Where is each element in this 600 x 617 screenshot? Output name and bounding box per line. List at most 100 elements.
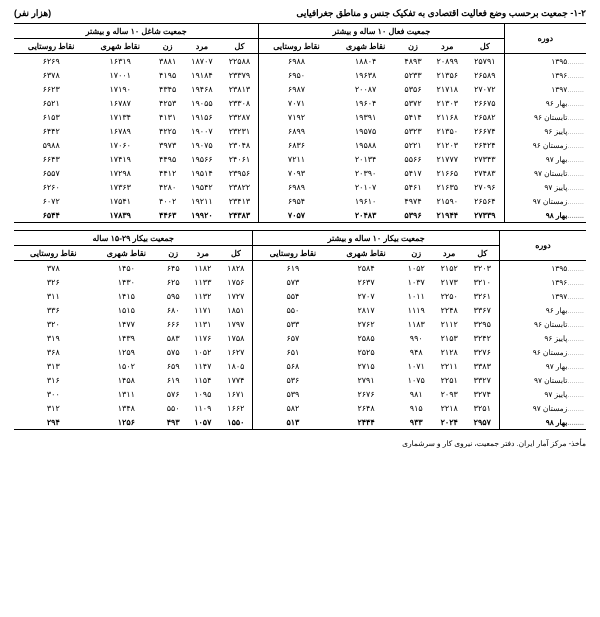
data-cell: ۱۹۹۲۰ bbox=[183, 208, 220, 223]
data-cell: ۱۸۰۵ bbox=[219, 359, 253, 373]
data-cell: ۶۰۷۲ bbox=[14, 194, 88, 208]
period-cell: بهار ۹۷ bbox=[499, 359, 586, 373]
data-cell: ۲۳۳۷۹ bbox=[221, 68, 259, 82]
data-cell: ۲۳۸۱۳ bbox=[221, 82, 259, 96]
data-cell: ۲۸۱۷ bbox=[332, 303, 399, 317]
data-cell: ۲۱۹۴۴ bbox=[429, 208, 466, 223]
data-cell: ۱۷۲۹۸ bbox=[88, 166, 152, 180]
data-cell: ۱۷۵۸ bbox=[219, 331, 253, 345]
data-cell: ۵۳۹ bbox=[253, 387, 332, 401]
data-cell: ۶۹۸۹ bbox=[259, 180, 334, 194]
data-cell: ۱۰۵۲ bbox=[186, 345, 219, 359]
data-cell: ۲۳۸۲۲ bbox=[221, 180, 259, 194]
col-sub: کل bbox=[219, 246, 253, 261]
data-cell: ۱۵۰۲ bbox=[93, 359, 160, 373]
data-cell: ۳۳۸۳ bbox=[466, 359, 500, 373]
data-cell: ۲۱۱۲ bbox=[433, 317, 466, 331]
data-cell: ۱۳۴۸ bbox=[93, 401, 160, 415]
data-cell: ۲۱۲۰۳ bbox=[429, 138, 466, 152]
period-cell: بهار ۹۸ bbox=[499, 415, 586, 430]
col-sub: کل bbox=[466, 246, 500, 261]
period-cell: زمستان ۹۶ bbox=[499, 345, 586, 359]
data-cell: ۱۳۱۱ bbox=[93, 387, 160, 401]
data-cell: ۲۱۳۵۰ bbox=[429, 124, 466, 138]
title-row: ۱-۲- جمعیت برحسب وضع فعالیت اقتصادی به ت… bbox=[14, 8, 586, 19]
data-cell: ۳۲۴۲ bbox=[466, 331, 500, 345]
data-cell: ۳۱۱ bbox=[14, 289, 93, 303]
data-cell: ۶۶۶ bbox=[160, 317, 186, 331]
period-cell: تابستان ۹۷ bbox=[499, 373, 586, 387]
data-cell: ۶۲۶۰ bbox=[14, 180, 88, 194]
data-cell: ۱۴۳۹ bbox=[93, 331, 160, 345]
period-cell: پاییز ۹۶ bbox=[504, 124, 586, 138]
data-cell: ۴۲۸۰ bbox=[152, 180, 183, 194]
data-cell: ۲۱۷۳ bbox=[433, 275, 466, 289]
data-cell: ۲۹۵۷ bbox=[466, 415, 500, 430]
data-cell: ۱۹۲۱۱ bbox=[183, 194, 220, 208]
data-cell: ۱۷۱۹۰ bbox=[88, 82, 152, 96]
data-cell: ۵۳۵۶ bbox=[397, 82, 428, 96]
period-cell: ۱۳۹۵ bbox=[499, 261, 586, 276]
data-cell: ۱۷۰۶۰ bbox=[88, 138, 152, 152]
data-cell: ۵۹۸۸ bbox=[14, 138, 88, 152]
data-cell: ۴۸۹۳ bbox=[397, 54, 428, 69]
col-sub: زن bbox=[152, 39, 183, 54]
data-cell: ۹۸۱ bbox=[400, 387, 433, 401]
data-cell: ۱۸۸۰۴ bbox=[334, 54, 398, 69]
data-cell: ۵۳۶ bbox=[253, 373, 332, 387]
data-cell: ۱۴۵۸ bbox=[93, 373, 160, 387]
data-cell: ۶۸۰ bbox=[160, 303, 186, 317]
data-cell: ۶۱۹ bbox=[253, 261, 332, 276]
page-title: ۱-۲- جمعیت برحسب وضع فعالیت اقتصادی به ت… bbox=[296, 8, 586, 19]
data-cell: ۵۳۳ bbox=[253, 317, 332, 331]
col-sub: نقاط شهری bbox=[88, 39, 152, 54]
data-cell: ۵۳۷۲ bbox=[397, 96, 428, 110]
data-cell: ۶۵۲۱ bbox=[14, 96, 88, 110]
col-sub: زن bbox=[160, 246, 186, 261]
data-cell: ۳۲۰ bbox=[14, 317, 93, 331]
data-cell: ۴۱۳۱ bbox=[152, 110, 183, 124]
data-cell: ۶۱۵۳ bbox=[14, 110, 88, 124]
period-cell: ۱۳۹۷ bbox=[499, 289, 586, 303]
data-cell: ۲۰۹۳ bbox=[433, 387, 466, 401]
data-cell: ۲۷۳۳۹ bbox=[466, 208, 504, 223]
data-cell: ۱۹۵۸۸ bbox=[334, 138, 398, 152]
period-cell: تابستان ۹۷ bbox=[504, 166, 586, 180]
data-cell: ۳۱۳ bbox=[14, 359, 93, 373]
data-cell: ۲۱۷۷۷ bbox=[429, 152, 466, 166]
data-cell: ۶۹۸۸ bbox=[259, 54, 334, 69]
data-cell: ۱۶۷۸۹ bbox=[88, 124, 152, 138]
data-cell: ۱۱۳۳ bbox=[186, 275, 219, 289]
data-cell: ۳۱۶ bbox=[14, 373, 93, 387]
data-cell: ۱۷۸۳۹ bbox=[88, 208, 152, 223]
col-period: دوره bbox=[504, 24, 586, 54]
data-cell: ۲۴۴۴ bbox=[332, 415, 399, 430]
col-sub: کل bbox=[466, 39, 504, 54]
period-cell: ۱۳۹۶ bbox=[504, 68, 586, 82]
col-sub: مرد bbox=[186, 246, 219, 261]
data-cell: ۳۲۹۵ bbox=[466, 317, 500, 331]
data-cell: ۲۴۰۶۱ bbox=[221, 152, 259, 166]
data-cell: ۱۱۳۲ bbox=[186, 289, 219, 303]
data-cell: ۱۱۵۴ bbox=[186, 373, 219, 387]
data-cell: ۱۴۵۰ bbox=[93, 261, 160, 276]
data-cell: ۶۲۵ bbox=[160, 275, 186, 289]
data-cell: ۳۲۶ bbox=[14, 275, 93, 289]
data-cell: ۹۹۰ bbox=[400, 331, 433, 345]
data-cell: ۱۸۵۱ bbox=[219, 303, 253, 317]
data-cell: ۱۹۰۰۷ bbox=[183, 124, 220, 138]
period-cell: تابستان ۹۶ bbox=[504, 110, 586, 124]
data-cell: ۶۸۳۶ bbox=[259, 138, 334, 152]
data-cell: ۱۰۵۷ bbox=[186, 415, 219, 430]
data-cell: ۱۹۱۸۴ bbox=[183, 68, 220, 82]
data-cell: ۵۷۶ bbox=[160, 387, 186, 401]
data-cell: ۱۲۵۶ bbox=[93, 415, 160, 430]
data-cell: ۲۵۸۵ bbox=[332, 331, 399, 345]
data-cell: ۱۴۳۰ bbox=[93, 275, 160, 289]
data-cell: ۱۷۰۰۱ bbox=[88, 68, 152, 82]
data-cell: ۳۸۸۱ bbox=[152, 54, 183, 69]
col-sub: نقاط روستایی bbox=[14, 39, 88, 54]
data-cell: ۲۲۱۱ bbox=[433, 359, 466, 373]
data-cell: ۱۹۵۴۲ bbox=[183, 180, 220, 194]
data-cell: ۱۵۵۰ bbox=[219, 415, 253, 430]
